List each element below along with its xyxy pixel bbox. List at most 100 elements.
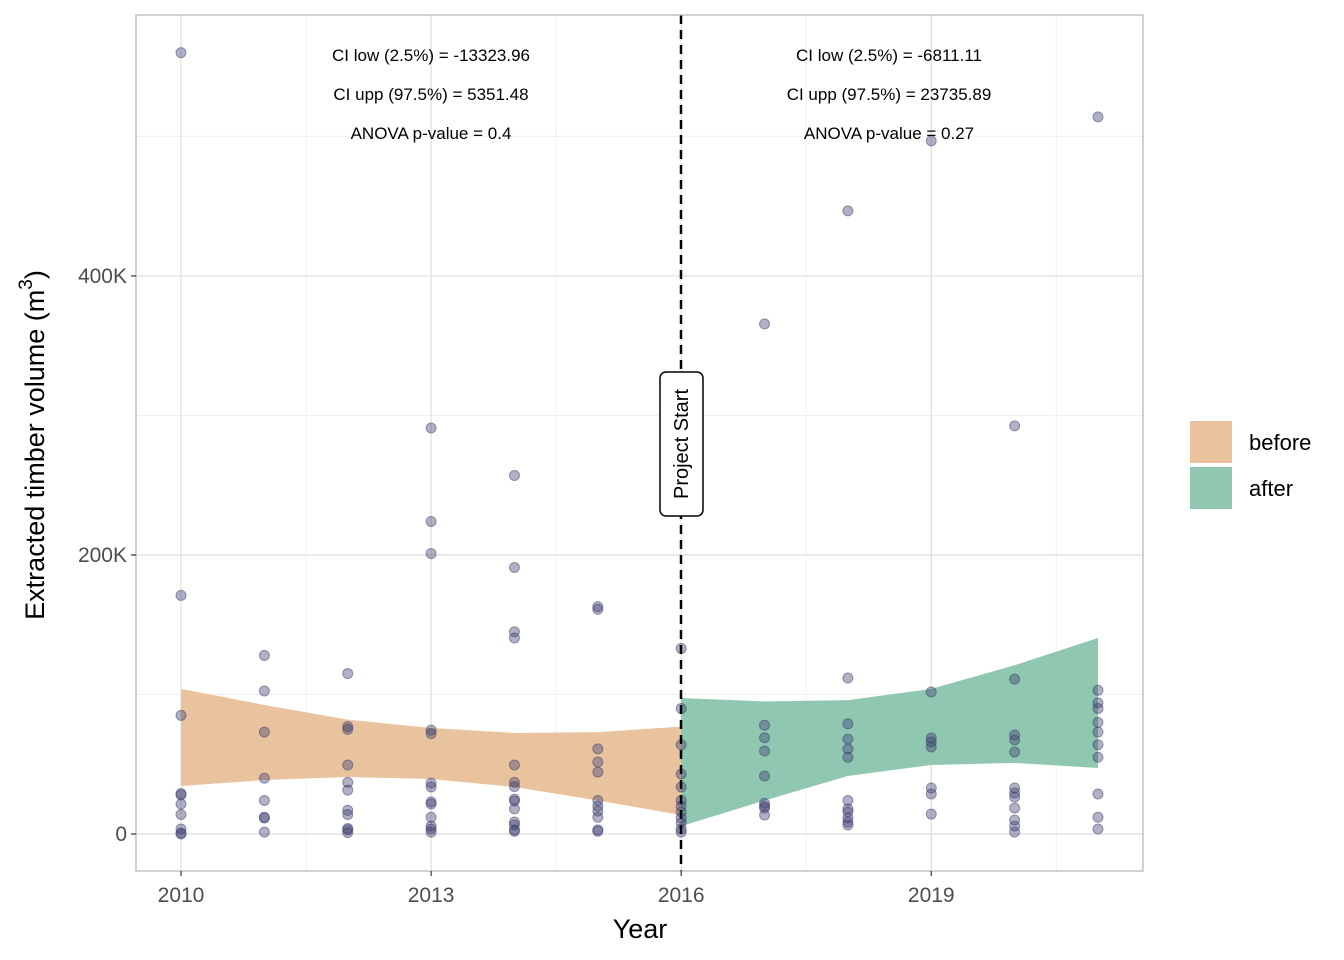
data-point	[258, 812, 270, 824]
data-point	[425, 811, 437, 823]
ribbon-after	[681, 637, 1098, 827]
data-point	[425, 820, 437, 832]
data-point	[425, 515, 437, 527]
data-point	[925, 788, 937, 800]
data-point	[258, 795, 270, 807]
data-point	[425, 728, 437, 740]
legend-label-after: after	[1249, 476, 1293, 501]
data-point	[425, 422, 437, 434]
data-point	[842, 751, 854, 763]
data-point	[425, 826, 437, 838]
data-point	[258, 826, 270, 838]
data-point	[592, 743, 604, 755]
data-point	[759, 732, 771, 744]
data-point	[592, 603, 604, 615]
data-point	[1092, 726, 1104, 738]
data-point	[508, 562, 520, 574]
data-point	[1009, 791, 1021, 803]
data-point	[1009, 820, 1021, 832]
data-point	[342, 827, 354, 839]
data-point	[508, 825, 520, 837]
annotation-before: CI low (2.5%) = -13323.96 CI upp (97.5%)…	[332, 46, 530, 143]
data-point	[842, 743, 854, 755]
data-point	[1092, 751, 1104, 763]
x-tick-label: 2013	[408, 884, 455, 907]
data-point	[842, 205, 854, 217]
y-tick-label: 0	[115, 823, 127, 846]
annotation-after-ci-upp: CI upp (97.5%) = 23735.89	[787, 85, 992, 104]
data-point	[842, 672, 854, 684]
annotation-before-ci-upp: CI upp (97.5%) = 5351.48	[333, 85, 528, 104]
data-point	[342, 759, 354, 771]
x-tick-label: 2016	[658, 884, 705, 907]
legend: before after	[1190, 421, 1311, 509]
data-point	[842, 819, 854, 831]
x-axis-title: Year	[613, 914, 668, 944]
data-point	[925, 732, 937, 744]
data-point	[175, 47, 187, 59]
data-point	[842, 795, 854, 807]
legend-label-before: before	[1249, 430, 1311, 455]
data-point	[1092, 823, 1104, 835]
annotation-after: CI low (2.5%) = -6811.11 CI upp (97.5%) …	[787, 46, 992, 143]
data-point	[1009, 826, 1021, 838]
data-point	[342, 824, 354, 836]
data-point	[508, 816, 520, 828]
data-point	[258, 649, 270, 661]
data-point	[425, 724, 437, 736]
data-point	[508, 803, 520, 815]
data-point	[258, 685, 270, 697]
ribbon-before	[181, 688, 682, 816]
legend-key-after	[1190, 467, 1232, 509]
data-point	[842, 718, 854, 730]
data-point	[842, 733, 854, 745]
data-point	[925, 782, 937, 794]
data-point	[759, 809, 771, 821]
data-point	[592, 811, 604, 823]
project-start-label-box	[659, 371, 704, 517]
annotation-before-ci-low: CI low (2.5%) = -13323.96	[332, 46, 530, 65]
annotation-after-anova: ANOVA p-value = 0.27	[804, 124, 974, 143]
data-point	[508, 469, 520, 481]
data-point	[258, 726, 270, 738]
data-point	[592, 825, 604, 837]
data-point	[175, 789, 187, 801]
data-point	[508, 776, 520, 788]
data-point	[925, 686, 937, 698]
data-point	[1009, 746, 1021, 758]
data-point	[1009, 673, 1021, 685]
data-point	[342, 721, 354, 733]
data-point	[1009, 734, 1021, 746]
data-point	[342, 808, 354, 820]
data-point	[508, 795, 520, 807]
y-axis-title-main: Extracted timber volume (m	[20, 290, 50, 620]
data-point	[925, 135, 937, 147]
x-tick-label: 2019	[908, 884, 955, 907]
data-point	[175, 828, 187, 840]
data-point	[592, 756, 604, 768]
data-point	[342, 723, 354, 735]
y-axis-title-sup: 3	[16, 279, 37, 290]
data-point	[842, 816, 854, 828]
data-point	[425, 823, 437, 835]
legend-key-before	[1190, 421, 1232, 463]
plot-border	[135, 14, 1144, 872]
y-axis-title-close: )	[20, 270, 50, 279]
annotation-before-anova: ANOVA p-value = 0.4	[351, 124, 512, 143]
y-axis-title: Extracted timber volume (m3)	[16, 270, 50, 620]
data-point	[425, 777, 437, 789]
data-point	[759, 719, 771, 731]
data-point	[425, 548, 437, 560]
data-point	[1092, 739, 1104, 751]
data-point	[175, 709, 187, 721]
data-point	[925, 808, 937, 820]
annotation-after-ci-low: CI low (2.5%) = -6811.11	[796, 46, 982, 65]
data-point	[1092, 111, 1104, 123]
data-point	[1009, 814, 1021, 826]
data-point	[759, 745, 771, 757]
data-point	[508, 632, 520, 644]
data-point	[1092, 697, 1104, 709]
data-point	[1009, 802, 1021, 814]
data-point	[258, 772, 270, 784]
